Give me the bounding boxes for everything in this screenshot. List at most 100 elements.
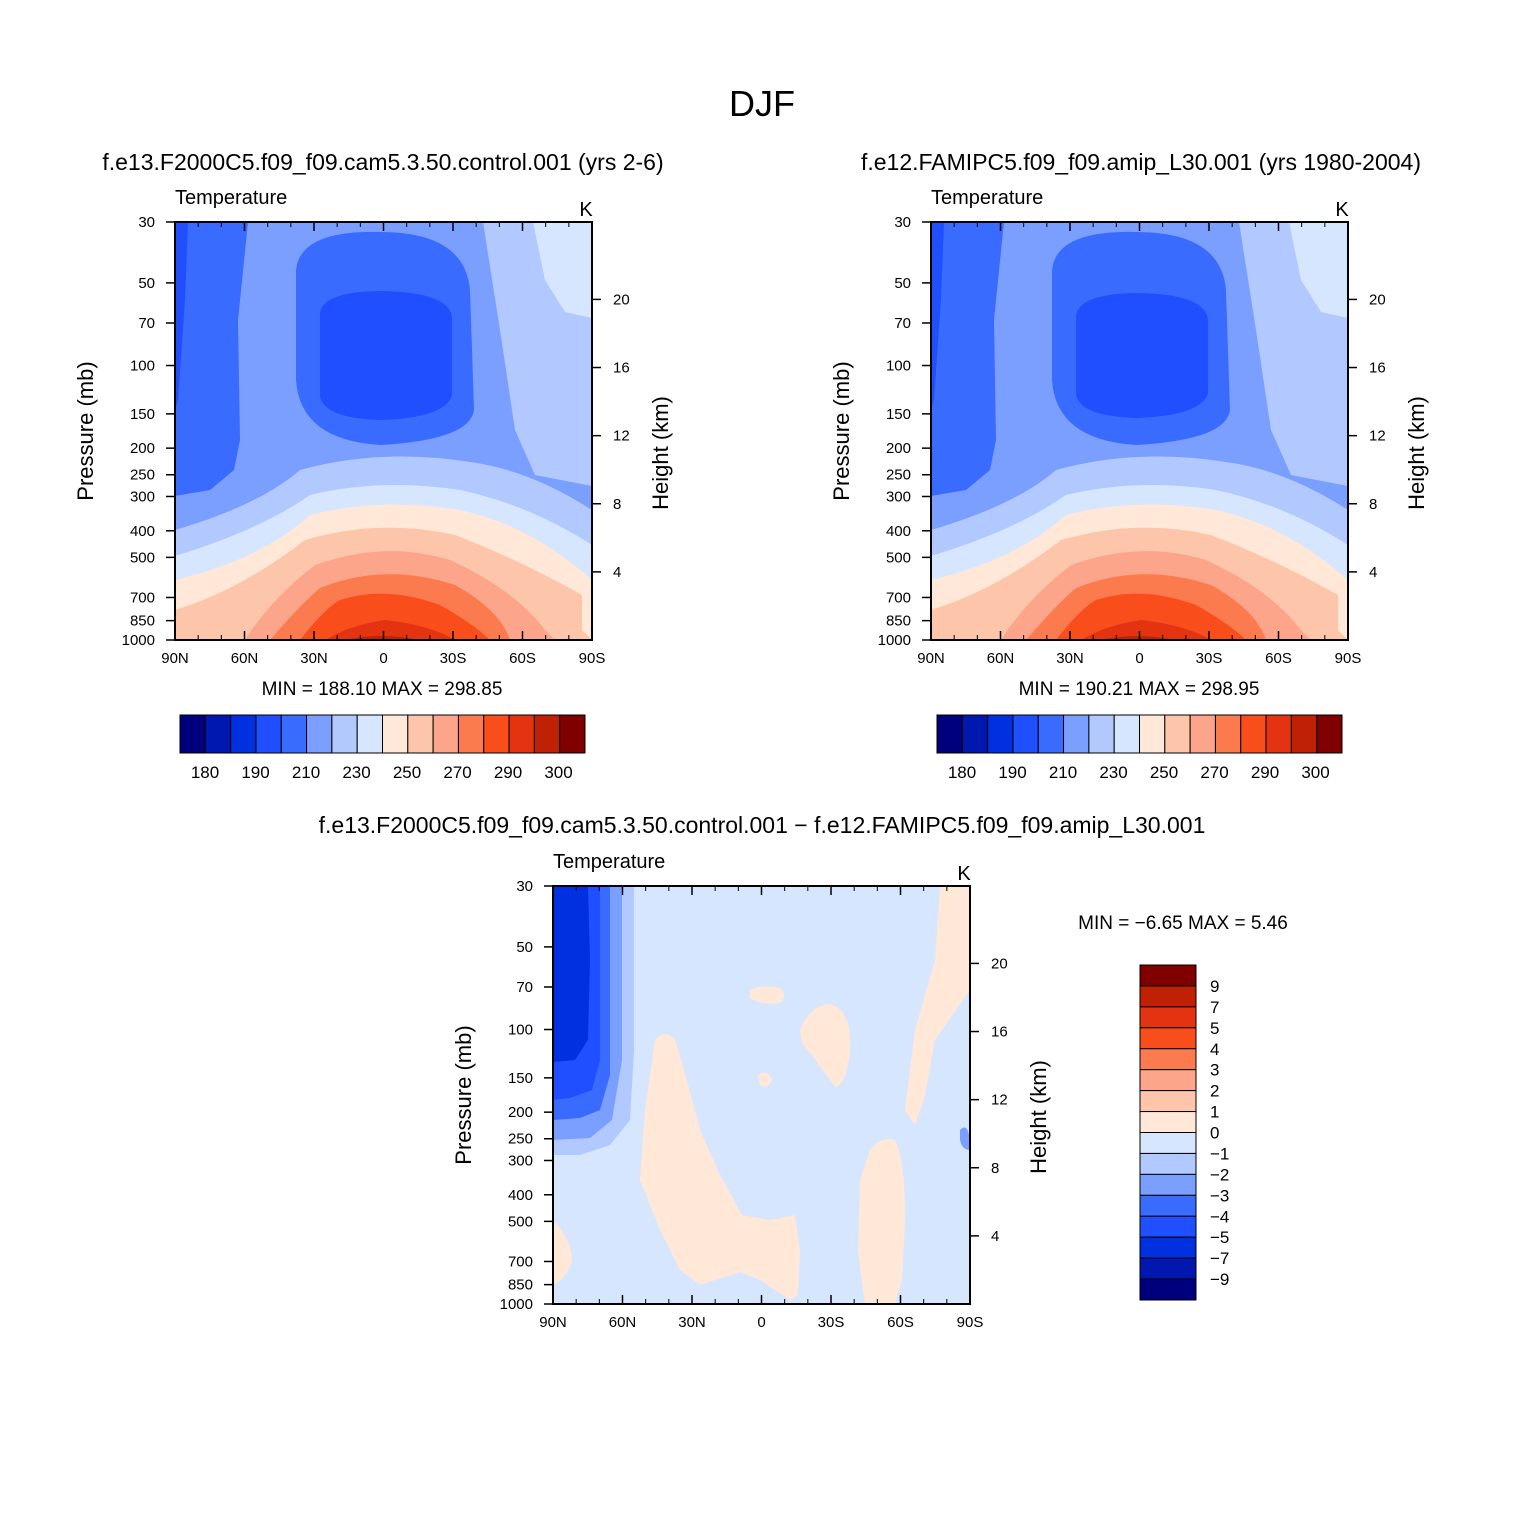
right-tick-label: 12 — [613, 428, 630, 445]
anomaly-pos-small — [758, 1072, 772, 1087]
amip-temperature-panel: Temperature K 90N 60N 30N 0 30S 60S 90S 30 50 70 100… — [829, 187, 1429, 667]
y-tick-label: 1000 — [122, 632, 155, 649]
units-label: K — [957, 863, 971, 885]
colorbar-label: −7 — [1210, 1249, 1229, 1268]
variable-label: Temperature — [553, 851, 665, 873]
colorbar-swatch — [230, 714, 257, 754]
x-tick-label: 30N — [678, 1314, 706, 1331]
y-tick-label: 70 — [516, 979, 533, 996]
colorbar-label: 4 — [1210, 1040, 1219, 1059]
y-tick-label: 100 — [886, 358, 911, 375]
colorbar-swatch — [1189, 714, 1216, 754]
colorbar-swatch — [1012, 714, 1039, 754]
colorbar-swatch — [382, 714, 409, 754]
colorbar-label: 270 — [443, 763, 471, 782]
colorbar-swatch — [306, 714, 333, 754]
y-tick-label: 400 — [886, 523, 911, 540]
anomaly-pos-lower-left — [553, 1220, 572, 1285]
y-tick-label: 100 — [508, 1022, 533, 1039]
colorbar-swatch — [179, 714, 206, 754]
colorbar-label: 0 — [1210, 1124, 1219, 1143]
difference-temperature-field — [553, 886, 970, 1304]
colorbar-label: 190 — [998, 763, 1026, 782]
y-tick-label: 400 — [508, 1187, 533, 1204]
y-tick-label: 150 — [130, 406, 155, 423]
x-tick-label: 90S — [1335, 650, 1362, 667]
x-tick-label: 60S — [509, 650, 536, 667]
x-tick-label: 90N — [161, 650, 189, 667]
colorbar-label: 250 — [1150, 763, 1178, 782]
colorbar-label: 300 — [1301, 763, 1329, 782]
y-tick-label: 850 — [886, 613, 911, 630]
y-tick-label: 150 — [886, 406, 911, 423]
y-tick-label: 500 — [130, 549, 155, 566]
right-tick-label: 16 — [991, 1024, 1008, 1041]
right-tick-label: 4 — [1369, 564, 1377, 581]
right-axis-title: Height (km) — [648, 396, 673, 510]
y-tick-label: 70 — [894, 315, 911, 332]
colorbar-label: −5 — [1210, 1228, 1229, 1247]
field-band-tropopause-core — [1076, 293, 1208, 418]
colorbar-swatch — [1265, 714, 1292, 754]
x-tick-label: 30S — [440, 650, 467, 667]
x-tick-label: 60N — [987, 650, 1015, 667]
field-band-arctic-cold — [175, 222, 248, 496]
y-tick-label: 50 — [894, 275, 911, 292]
units-label: K — [579, 199, 593, 221]
y-tick-label: 400 — [130, 523, 155, 540]
colorbar-label: 210 — [1049, 763, 1077, 782]
colorbar-label: 5 — [1210, 1019, 1219, 1038]
colorbar-swatch — [1063, 714, 1090, 754]
x-tick-label: 90S — [579, 650, 606, 667]
x-tick-label: 0 — [379, 650, 387, 667]
anomaly-pos-strat-left — [750, 986, 784, 1004]
control-panel-title: f.e13.F2000C5.f09_f09.cam5.3.50.control.… — [102, 149, 663, 175]
right-axis-title: Height (km) — [1026, 1060, 1051, 1174]
right-axis-title: Height (km) — [1404, 396, 1429, 510]
x-tick-label: 90N — [539, 1314, 567, 1331]
y-tick-label: 1000 — [500, 1296, 533, 1313]
x-tick-label: 60N — [609, 1314, 637, 1331]
field-band-tropopause-core — [320, 291, 452, 420]
x-tick-label: 30N — [300, 650, 328, 667]
x-tick-label: 30N — [1056, 650, 1084, 667]
colorbar-label: 230 — [342, 763, 370, 782]
colorbar-swatch — [559, 714, 586, 754]
colorbar-label: 290 — [494, 763, 522, 782]
colorbar-swatch — [1139, 985, 1197, 1008]
x-tick-label: 90N — [917, 650, 945, 667]
y-tick-label: 70 — [138, 315, 155, 332]
right-tick-label: 4 — [613, 564, 621, 581]
field-band-polar-core — [175, 222, 188, 410]
y-tick-label: 150 — [508, 1070, 533, 1087]
colorbar-swatch — [483, 714, 510, 754]
colorbar-swatch — [1139, 1194, 1197, 1217]
x-tick-label: 0 — [1135, 650, 1143, 667]
colorbar-label: 190 — [241, 763, 269, 782]
colorbar-swatch — [1316, 714, 1343, 754]
colorbar-swatch — [1037, 714, 1065, 754]
colorbar-label: −3 — [1210, 1186, 1229, 1205]
y-tick-label: 250 — [886, 467, 911, 484]
colorbar: 180 190 210 230 250 270 290 300 MIN = 188.10 MAX… — [179, 679, 586, 782]
right-tick-label: 16 — [613, 360, 630, 377]
colorbar-swatch — [936, 714, 963, 754]
colorbar-swatch — [1139, 1090, 1197, 1113]
colorbar-swatch — [1139, 714, 1166, 754]
colorbar-swatch — [1139, 1006, 1197, 1029]
right-tick-label: 8 — [991, 1160, 999, 1177]
colorbar-label: 290 — [1251, 763, 1279, 782]
y-tick-label: 250 — [508, 1131, 533, 1148]
colorbar-label: 250 — [393, 763, 421, 782]
colorbar-swatch — [1139, 1027, 1197, 1050]
control-temperature-panel: Temperature K 90N 60N 30N 0 30S 60S 90S 30 50 70 100… — [73, 187, 673, 667]
anomaly-pos-strat-mid — [800, 1004, 851, 1088]
field-band-290 — [300, 593, 490, 640]
y-axis-title: Pressure (mb) — [451, 1025, 476, 1164]
anomaly-pos-south-strat — [905, 886, 970, 1125]
variable-label: Temperature — [175, 187, 287, 209]
colorbar-label: 2 — [1210, 1082, 1219, 1101]
x-tick-label: 60S — [1265, 650, 1292, 667]
figure-title: DJF — [729, 83, 795, 124]
anomaly-pos-tropical-column — [640, 1034, 800, 1300]
